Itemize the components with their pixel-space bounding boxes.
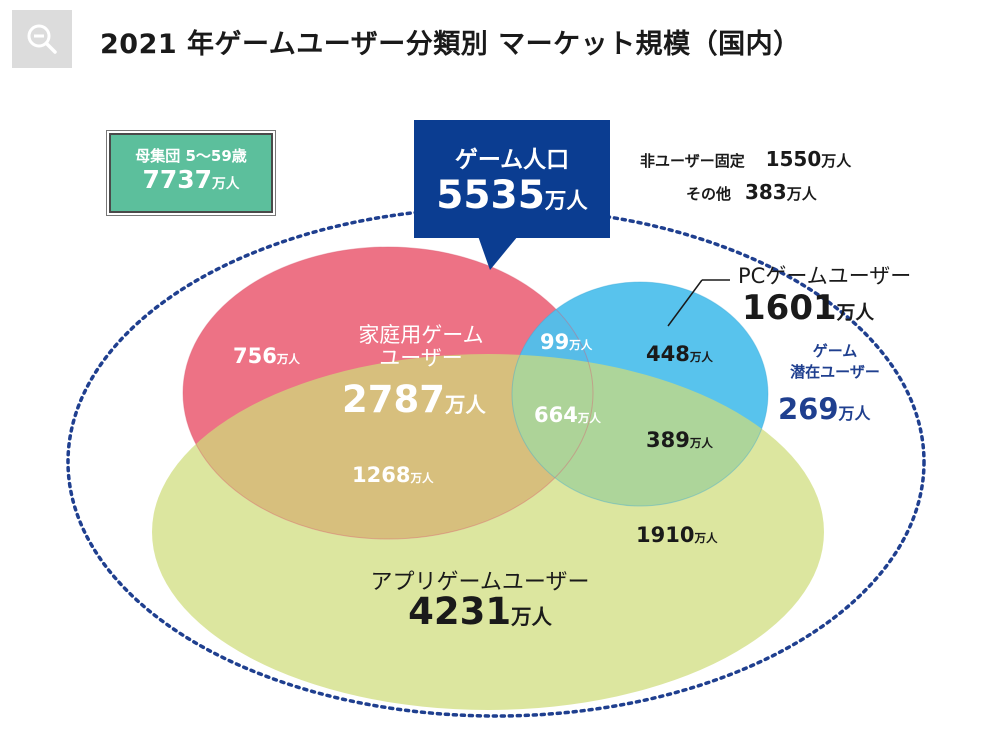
population-label: 母集団 5～59歳 [135, 147, 247, 165]
segment-console-app: 1268万人 [352, 463, 434, 487]
console-users-total: 2787万人 [342, 378, 486, 421]
app-users-label: アプリゲームユーザー [370, 570, 590, 595]
other-stat: その他 383万人 [686, 180, 817, 204]
pc-label-leader [667, 279, 703, 327]
console-users-label: 家庭用ゲーム ユーザー [358, 323, 484, 370]
non-user-stat: 非ユーザー固定 1550万人 [640, 147, 852, 171]
game-population-box: ゲーム人口 5535万人 [414, 120, 610, 238]
game-population-label: ゲーム人口 [454, 147, 570, 173]
segment-console-only: 756万人 [233, 344, 300, 368]
app-users-total: 4231万人 [408, 590, 552, 633]
potential-users-value: 269万人 [778, 392, 871, 426]
segment-all-three: 664万人 [534, 403, 601, 427]
segment-pc-only: 448万人 [646, 342, 713, 366]
callout-pointer [478, 236, 518, 270]
population-box: 母集団 5～59歳 7737万人 [109, 133, 273, 213]
segment-app-only: 1910万人 [636, 523, 718, 547]
other-value: 383 [744, 180, 787, 204]
pc-users-total: 1601万人 [742, 288, 875, 328]
zoom-out-icon [27, 24, 57, 54]
potential-users-label: ゲーム 潜在ユーザー [790, 342, 880, 381]
non-user-value: 1550 [765, 147, 822, 171]
game-population-value: 5535 [436, 173, 545, 218]
page-title: 2021 年ゲームユーザー分類別 マーケット規模（国内） [100, 29, 801, 60]
app-users-circle [152, 354, 824, 710]
segment-pc-app: 389万人 [646, 428, 713, 452]
population-value: 7737 [142, 165, 213, 194]
pc-users-label: PCゲームユーザー [738, 264, 912, 288]
segment-console-pc: 99万人 [540, 330, 593, 354]
zoom-out-button[interactable] [12, 10, 72, 68]
